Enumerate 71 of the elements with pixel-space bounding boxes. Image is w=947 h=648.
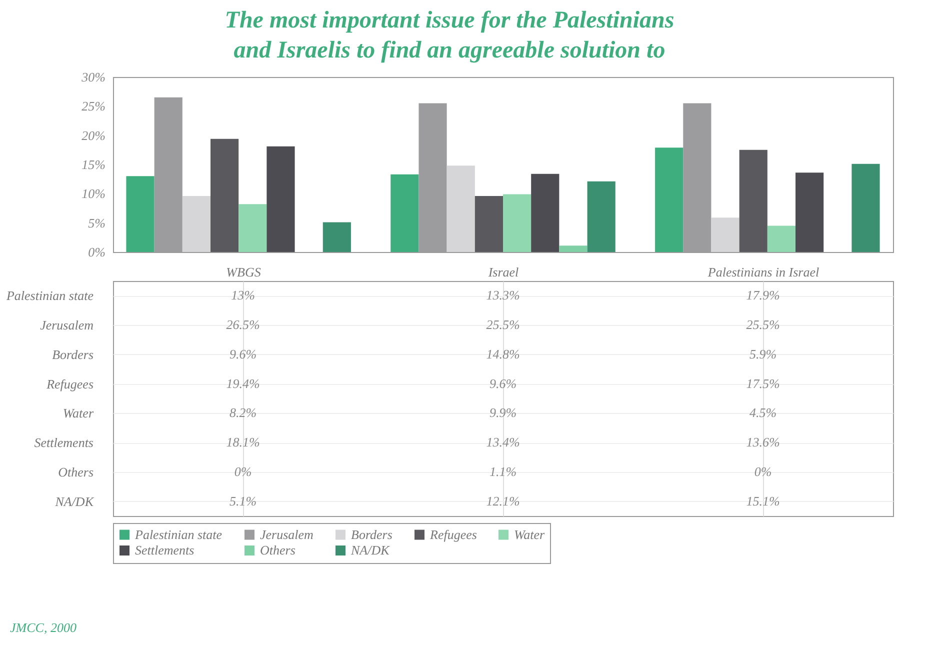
text: Settlements — [34, 435, 94, 450]
x-tick-label: Palestinians in Israel — [706, 264, 820, 280]
chart-title: The most important issue for the Palestinians and Israelis to find an agreeable solution to — [224, 8, 674, 64]
bar — [210, 138, 239, 252]
y-tick-label: 0% — [88, 244, 106, 260]
data-label: 25.5% — [486, 317, 520, 332]
text: Palestinian state — [6, 288, 94, 304]
text: Borders — [52, 346, 94, 362]
y-tick-label: 5% — [88, 215, 106, 230]
data-label: 14.8% — [486, 346, 520, 362]
data-label: 5.1% — [229, 493, 257, 508]
legend-label: Water — [514, 526, 546, 542]
data-label: 13% — [231, 288, 256, 303]
x-tick-label: Israel — [487, 264, 520, 280]
bar — [852, 164, 880, 252]
text: NA/DK — [55, 494, 94, 509]
data-label: 9.6% — [489, 376, 517, 391]
bar — [474, 196, 503, 252]
bar — [655, 148, 684, 252]
data-label: 4.5% — [749, 405, 777, 420]
bar — [587, 181, 616, 252]
data-label: 0% — [234, 464, 252, 479]
legend-label: Borders — [351, 526, 392, 542]
bar — [559, 246, 588, 252]
bar — [182, 196, 210, 252]
data-label: 5.9% — [749, 346, 777, 362]
text: JMCC, 2000 — [10, 620, 76, 636]
data-label: 17.5% — [746, 376, 780, 391]
text: Jerusalem — [40, 318, 94, 333]
data-label: 19.4% — [226, 376, 260, 391]
text: Water — [62, 406, 94, 421]
data-label: 1.1% — [489, 464, 517, 479]
data-label: 26.5% — [226, 317, 260, 332]
bar — [238, 204, 267, 252]
legend-label: Jerusalem — [260, 526, 314, 542]
bar — [322, 222, 351, 252]
y-tick-label: 25% — [82, 98, 106, 114]
bar — [503, 194, 532, 252]
data-label: 25.5% — [746, 317, 780, 332]
legend-label: Refugees — [429, 526, 477, 542]
data-label: 12.1% — [486, 493, 520, 508]
data-label: 13.3% — [486, 288, 520, 303]
bar — [446, 166, 475, 252]
y-tick-label: 30% — [80, 70, 106, 84]
legend-label: Others — [260, 542, 296, 558]
y-tick-label: 10% — [82, 186, 106, 202]
bar — [126, 176, 154, 252]
data-label: 15.1% — [746, 493, 780, 508]
legend-label: Palestinian state — [134, 526, 222, 542]
data-label: 13.4% — [486, 434, 520, 450]
y-tick-label: 15% — [82, 157, 106, 172]
bar — [711, 218, 740, 252]
bar — [796, 172, 824, 252]
legend-label: NA/DK — [350, 542, 391, 558]
data-label: 8.2% — [229, 405, 257, 420]
data-label: 9.6% — [229, 346, 257, 362]
bar — [767, 226, 796, 252]
legend-label: Settlements — [135, 542, 194, 558]
bar — [531, 174, 560, 252]
x-tick-label: WBGS — [226, 264, 262, 280]
text: Refugees — [46, 376, 94, 392]
data-label: 17.9% — [746, 288, 780, 303]
data-label: 18.1% — [226, 434, 260, 450]
bar — [266, 146, 295, 252]
bar — [390, 174, 419, 252]
data-label: 0% — [754, 464, 772, 479]
data-label: 13.6% — [746, 434, 780, 450]
bar — [739, 150, 768, 252]
y-tick-label: 20% — [82, 128, 106, 143]
text: Others — [58, 464, 94, 480]
data-label: 9.9% — [489, 405, 517, 420]
